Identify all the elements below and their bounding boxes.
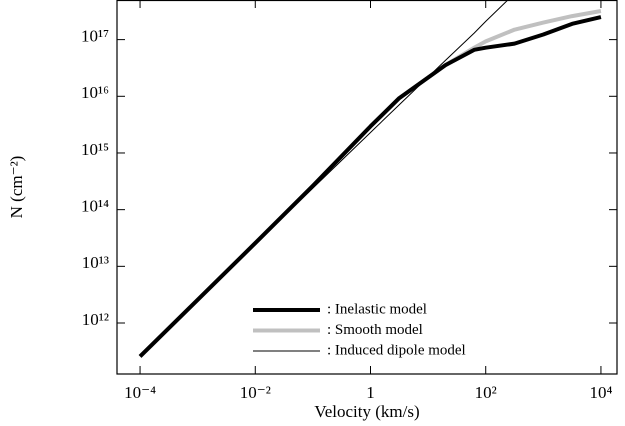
y-tick-label: 10¹⁴: [81, 197, 109, 216]
y-tick-label: 10¹²: [82, 310, 109, 329]
y-axis-label: N (cm⁻²): [7, 156, 26, 219]
x-axis-label: Velocity (km/s): [314, 402, 419, 421]
x-tick-label: 10⁴: [589, 383, 612, 402]
y-tick-label: 10¹³: [82, 253, 109, 272]
y-tick-label: 10¹⁵: [81, 140, 109, 159]
y-tick-label: 10¹⁷: [81, 27, 109, 46]
x-tick-label: 10⁻²: [240, 383, 271, 402]
x-tick-label: 10²: [475, 383, 497, 402]
legend-label: : Smooth model: [327, 322, 423, 338]
plot-frame: [116, 0, 618, 375]
y-tick-label: 10¹⁶: [81, 83, 109, 102]
legend-label: : Induced dipole model: [327, 342, 466, 358]
line-series: [139, 0, 509, 356]
legend-label: : Inelastic model: [327, 301, 427, 317]
x-tick-label: 10⁻⁴: [124, 383, 156, 402]
x-tick-label: 1: [366, 383, 375, 402]
